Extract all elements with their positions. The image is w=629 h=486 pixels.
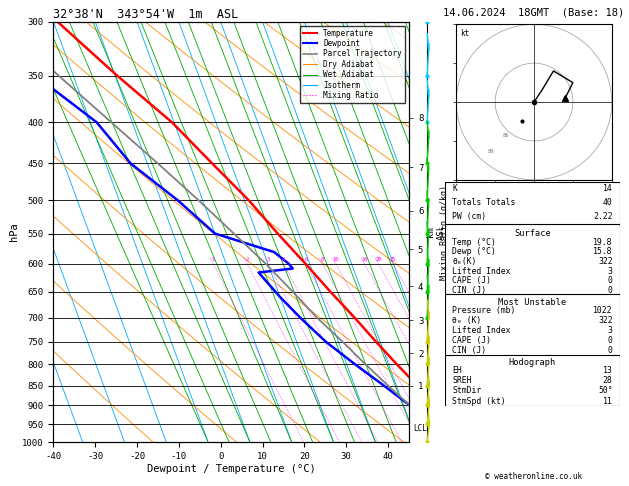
Text: 14: 14 — [603, 184, 613, 193]
Text: 4: 4 — [282, 257, 285, 262]
Text: 40: 40 — [603, 198, 613, 207]
Text: θₑ (K): θₑ (K) — [452, 316, 482, 326]
Y-axis label: hPa: hPa — [9, 223, 19, 242]
Text: EH: EH — [452, 365, 462, 375]
Text: Dewp (°C): Dewp (°C) — [452, 247, 496, 256]
Text: 14.06.2024  18GMT  (Base: 18): 14.06.2024 18GMT (Base: 18) — [443, 7, 625, 17]
FancyBboxPatch shape — [445, 224, 620, 294]
Legend: Temperature, Dewpoint, Parcel Trajectory, Dry Adiabat, Wet Adiabat, Isotherm, Mi: Temperature, Dewpoint, Parcel Trajectory… — [301, 26, 405, 103]
Text: Lifted Index: Lifted Index — [452, 267, 511, 276]
Text: 20: 20 — [376, 257, 382, 262]
Text: SREH: SREH — [452, 376, 472, 385]
Text: 2.22: 2.22 — [593, 212, 613, 221]
Text: CIN (J): CIN (J) — [452, 286, 486, 295]
Text: Surface: Surface — [514, 228, 551, 238]
Text: 0: 0 — [608, 276, 613, 285]
Text: CAPE (J): CAPE (J) — [452, 276, 491, 285]
Text: K: K — [452, 184, 457, 193]
Text: LCL: LCL — [413, 423, 427, 433]
Text: StmDir: StmDir — [452, 386, 482, 396]
Text: CAPE (J): CAPE (J) — [452, 336, 491, 346]
Text: 11: 11 — [603, 397, 613, 406]
Text: © weatheronline.co.uk: © weatheronline.co.uk — [486, 472, 582, 481]
Text: 322: 322 — [598, 316, 613, 326]
Text: 3: 3 — [608, 267, 613, 276]
Text: StmSpd (kt): StmSpd (kt) — [452, 397, 506, 406]
FancyBboxPatch shape — [445, 182, 620, 224]
Text: 10: 10 — [333, 257, 339, 262]
Text: Temp (°C): Temp (°C) — [452, 238, 496, 247]
Text: 15.8: 15.8 — [593, 247, 613, 256]
X-axis label: Dewpoint / Temperature (°C): Dewpoint / Temperature (°C) — [147, 464, 316, 474]
Text: 322: 322 — [598, 257, 613, 266]
Text: 89: 89 — [487, 149, 494, 154]
Text: Hodograph: Hodograph — [509, 359, 556, 367]
Text: 0: 0 — [608, 286, 613, 295]
Text: θₑ(K): θₑ(K) — [452, 257, 477, 266]
Text: 0: 0 — [608, 347, 613, 355]
Text: 2: 2 — [245, 257, 249, 262]
Text: Totals Totals: Totals Totals — [452, 198, 516, 207]
Text: Lifted Index: Lifted Index — [452, 327, 511, 335]
Text: PW (cm): PW (cm) — [452, 212, 486, 221]
Text: 1: 1 — [212, 257, 215, 262]
Text: 1022: 1022 — [593, 307, 613, 315]
Text: 25: 25 — [389, 257, 396, 262]
Text: Mixing Ratio (g/kg): Mixing Ratio (g/kg) — [440, 185, 449, 279]
Text: kt: kt — [460, 29, 469, 38]
Text: 50°: 50° — [598, 386, 613, 396]
Y-axis label: km
ASL: km ASL — [426, 224, 445, 240]
Text: 3: 3 — [608, 327, 613, 335]
Text: CIN (J): CIN (J) — [452, 347, 486, 355]
Text: 19.8: 19.8 — [593, 238, 613, 247]
Text: 13: 13 — [603, 365, 613, 375]
Text: 86: 86 — [503, 133, 509, 138]
Text: Most Unstable: Most Unstable — [498, 298, 567, 308]
Text: 3: 3 — [267, 257, 270, 262]
Text: 16: 16 — [361, 257, 368, 262]
Text: Pressure (mb): Pressure (mb) — [452, 307, 516, 315]
Text: 0: 0 — [608, 336, 613, 346]
Text: 8: 8 — [321, 257, 325, 262]
Text: 6: 6 — [304, 257, 308, 262]
Text: 28: 28 — [603, 376, 613, 385]
FancyBboxPatch shape — [445, 355, 620, 406]
FancyBboxPatch shape — [445, 294, 620, 355]
Text: 32°38'N  343°54'W  1m  ASL: 32°38'N 343°54'W 1m ASL — [53, 8, 239, 21]
